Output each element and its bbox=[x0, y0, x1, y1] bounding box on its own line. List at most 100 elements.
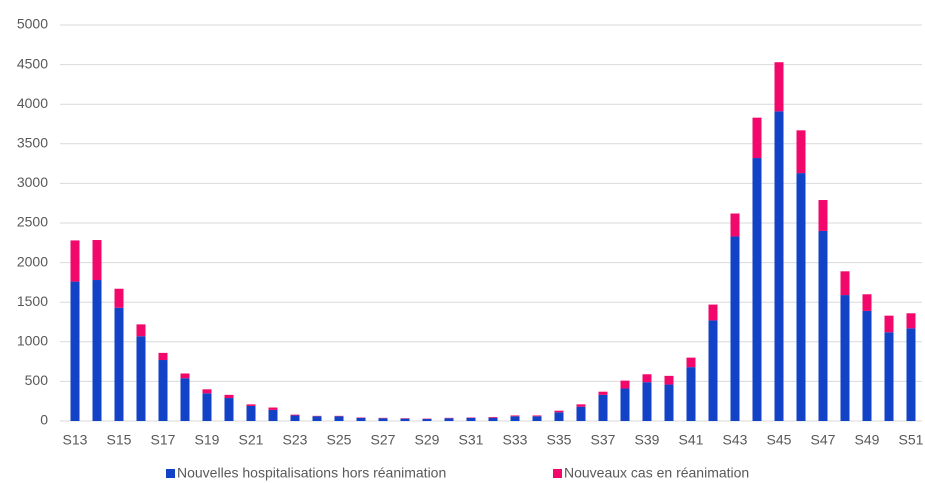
bar-segment bbox=[818, 230, 828, 421]
legend-swatch bbox=[166, 469, 175, 478]
bar-segment bbox=[752, 117, 762, 159]
bar-segment bbox=[488, 417, 498, 418]
bar-segment bbox=[158, 360, 168, 421]
legend-label: Nouveaux cas en réanimation bbox=[564, 465, 749, 481]
y-tick-label: 2500 bbox=[17, 214, 48, 230]
x-tick-label: S43 bbox=[723, 432, 748, 448]
bar-segment bbox=[906, 328, 916, 421]
bar-segment bbox=[290, 414, 300, 416]
bar-segment bbox=[620, 388, 630, 421]
y-tick-label: 0 bbox=[40, 412, 48, 428]
x-tick-label: S21 bbox=[239, 432, 264, 448]
bar-segment bbox=[686, 367, 696, 421]
bar-segment bbox=[180, 373, 190, 379]
bar-segment bbox=[466, 417, 476, 421]
x-tick-label: S23 bbox=[283, 432, 308, 448]
bar-segment bbox=[488, 417, 498, 421]
bar-segment bbox=[752, 158, 762, 421]
bar-segment bbox=[576, 406, 586, 421]
bar-segment bbox=[598, 394, 608, 421]
bar-segment bbox=[136, 336, 146, 421]
x-tick-label: S25 bbox=[327, 432, 352, 448]
bar-segment bbox=[510, 415, 520, 417]
bar-segment bbox=[862, 310, 872, 421]
bar-segment bbox=[136, 324, 146, 337]
x-tick-label: S19 bbox=[195, 432, 220, 448]
bar-segment bbox=[268, 409, 278, 421]
bar-segment bbox=[840, 271, 850, 296]
bar-segment bbox=[180, 378, 190, 421]
bar-segment bbox=[554, 410, 564, 413]
x-tick-label: S13 bbox=[63, 432, 88, 448]
bar-segment bbox=[92, 240, 102, 281]
y-tick-label: 1000 bbox=[17, 333, 48, 349]
x-tick-label: S31 bbox=[459, 432, 484, 448]
bar-segment bbox=[620, 380, 630, 389]
bar-segment bbox=[70, 240, 80, 282]
x-tick-label: S17 bbox=[151, 432, 176, 448]
bar-segment bbox=[686, 357, 696, 368]
bar-segment bbox=[246, 404, 256, 406]
bar-segment bbox=[554, 412, 564, 421]
x-tick-label: S39 bbox=[635, 432, 660, 448]
bar-segment bbox=[906, 313, 916, 329]
bar-segment bbox=[224, 398, 234, 421]
bar-segment bbox=[312, 416, 322, 421]
bar-segment bbox=[774, 62, 784, 112]
bar-segment bbox=[730, 213, 740, 237]
x-tick-label: S33 bbox=[503, 432, 528, 448]
bar-segment bbox=[356, 417, 366, 421]
bar-segment bbox=[884, 315, 894, 333]
legend-swatch bbox=[553, 469, 562, 478]
y-tick-label: 3000 bbox=[17, 174, 48, 190]
bar-segment bbox=[642, 382, 652, 421]
bar-segment bbox=[246, 405, 256, 421]
x-tick-label: S49 bbox=[855, 432, 880, 448]
bar-segment bbox=[818, 200, 828, 231]
bar-segment bbox=[532, 416, 542, 421]
bar-segment bbox=[422, 419, 432, 421]
x-tick-label: S29 bbox=[415, 432, 440, 448]
bar-segment bbox=[708, 304, 718, 321]
bar-segment bbox=[576, 404, 586, 407]
x-tick-label: S41 bbox=[679, 432, 704, 448]
x-tick-label: S35 bbox=[547, 432, 572, 448]
x-tick-label: S15 bbox=[107, 432, 132, 448]
bar-segment bbox=[796, 130, 806, 174]
y-tick-label: 500 bbox=[25, 372, 49, 388]
bar-segment bbox=[774, 111, 784, 421]
y-tick-label: 4500 bbox=[17, 55, 48, 71]
bar-segment bbox=[158, 352, 168, 361]
y-tick-label: 2000 bbox=[17, 253, 48, 269]
y-tick-label: 3500 bbox=[17, 135, 48, 151]
bar-segment bbox=[840, 295, 850, 421]
bar-segment bbox=[510, 416, 520, 421]
bar-segment bbox=[598, 391, 608, 395]
bar-segment bbox=[268, 407, 278, 410]
x-tick-label: S37 bbox=[591, 432, 616, 448]
bar-segment bbox=[642, 374, 652, 383]
bar-segment bbox=[224, 394, 234, 399]
y-tick-label: 4000 bbox=[17, 95, 48, 111]
bar-segment bbox=[70, 281, 80, 421]
x-tick-label: S51 bbox=[899, 432, 924, 448]
bar-segment bbox=[378, 418, 388, 421]
bar-segment bbox=[334, 416, 344, 421]
y-tick-label: 1500 bbox=[17, 293, 48, 309]
bar-segment bbox=[664, 384, 674, 421]
bar-segment bbox=[730, 236, 740, 421]
x-tick-label: S27 bbox=[371, 432, 396, 448]
bar-segment bbox=[400, 418, 410, 421]
bar-segment bbox=[114, 307, 124, 421]
bar-segment bbox=[290, 415, 300, 421]
x-tick-label: S47 bbox=[811, 432, 836, 448]
bar-segment bbox=[862, 294, 872, 311]
bar-segment bbox=[664, 375, 674, 385]
bar-segment bbox=[114, 288, 124, 308]
bar-segment bbox=[796, 173, 806, 421]
legend-label: Nouvelles hospitalisations hors réanimat… bbox=[177, 465, 446, 481]
bar-segment bbox=[444, 418, 454, 421]
y-tick-label: 5000 bbox=[17, 16, 48, 32]
x-tick-label: S45 bbox=[767, 432, 792, 448]
